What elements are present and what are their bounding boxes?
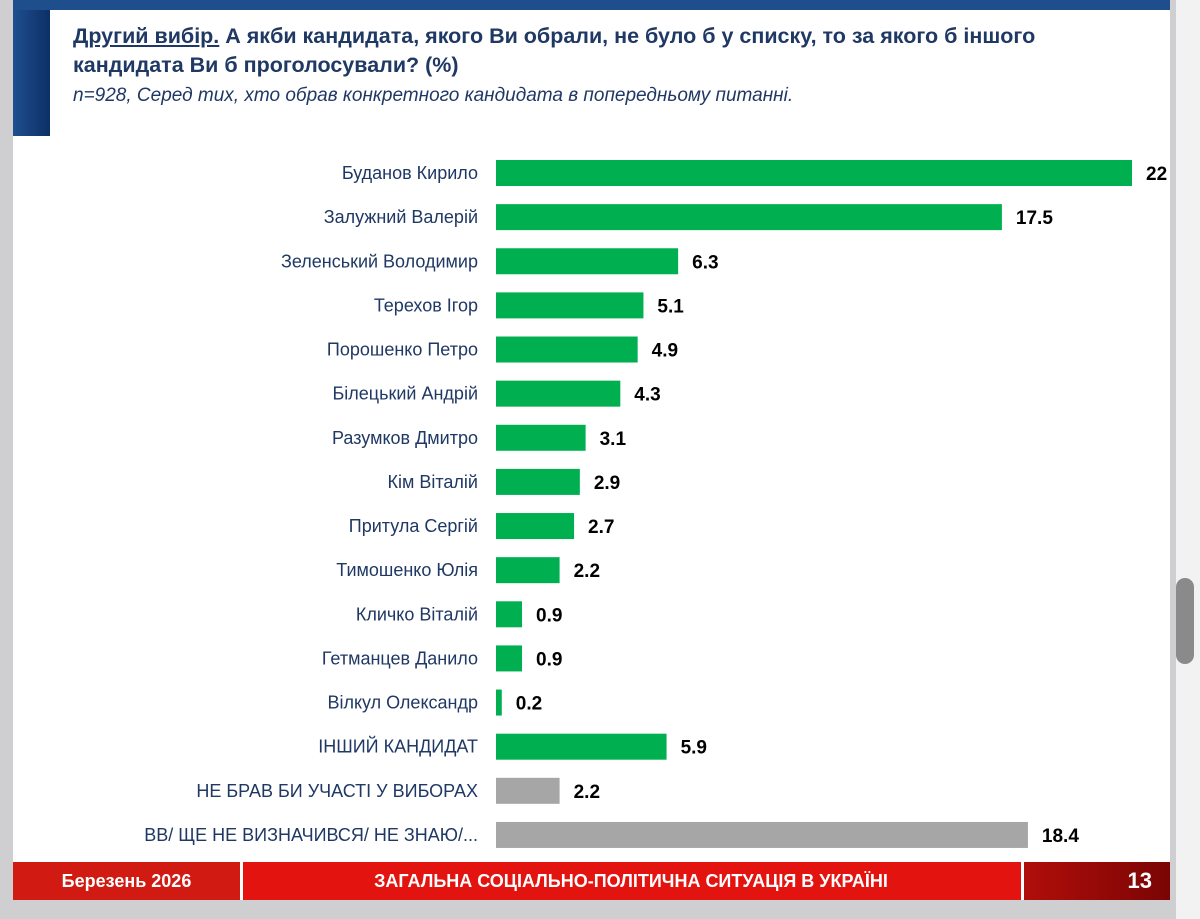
footer-date: Березень 2026 [13, 862, 243, 900]
value-label: 5.1 [657, 296, 684, 317]
value-label: 4.3 [634, 385, 660, 406]
bar [496, 380, 621, 407]
bar-chart: Буданов Кирило 22 Залужний Валерій 17.5 Зеле… [144, 160, 1167, 848]
bar [496, 689, 502, 716]
value-label: 0.9 [536, 649, 562, 670]
value-label: 2.2 [574, 561, 600, 582]
bar [496, 645, 523, 672]
bar [496, 777, 560, 804]
category-label: ІНШИЙ КАНДИДАТ [318, 736, 478, 757]
footer: Березень 2026 ЗАГАЛЬНА СОЦІАЛЬНО-ПОЛІТИЧ… [13, 862, 1170, 900]
value-label: 2.2 [574, 782, 600, 803]
bar [496, 160, 1132, 186]
bar [496, 513, 575, 540]
value-label: 0.2 [516, 694, 542, 715]
category-label: Кличко Віталій [356, 604, 478, 624]
category-label: Порошенко Петро [327, 340, 478, 360]
value-label: 22 [1146, 164, 1167, 185]
value-label: 5.9 [681, 738, 707, 759]
sample-note: n=928, Серед тих, хто обрав конкретного … [73, 85, 794, 106]
category-label: ВВ/ ЩЕ НЕ ВИЗНАЧИВСЯ/ НЕ ЗНАЮ/... [144, 825, 478, 845]
bar [496, 733, 667, 760]
bar [496, 292, 644, 319]
value-label: 17.5 [1016, 208, 1053, 229]
top-rule [13, 0, 1170, 10]
value-label: 0.9 [536, 605, 562, 626]
bar [496, 336, 638, 363]
category-label: Тимошенко Юлія [336, 560, 478, 580]
category-label: НЕ БРАВ БИ УЧАСТІ У ВИБОРАХ [196, 781, 478, 801]
value-label: 2.7 [588, 517, 614, 538]
category-label: Залужний Валерій [324, 207, 478, 227]
page-number: 13 [1021, 862, 1170, 900]
bar [496, 601, 523, 628]
category-label: Кім Віталій [388, 472, 478, 492]
title-question: А якби кандидата, якого Ви обрали, не бу… [73, 24, 1036, 77]
value-label: 2.9 [594, 473, 620, 494]
footer-title: ЗАГАЛЬНА СОЦІАЛЬНО-ПОЛІТИЧНА СИТУАЦІЯ В … [374, 870, 888, 891]
bar [496, 468, 580, 495]
value-label: 18.4 [1042, 826, 1079, 847]
title-lead: Другий вибір. [73, 24, 220, 48]
category-label: Буданов Кирило [342, 163, 478, 183]
side-accent [13, 10, 50, 136]
category-label: Притула Сергій [349, 516, 478, 536]
slide: Другий вибір. А якби кандидата, якого Ви… [13, 0, 1170, 900]
category-label: Гетманцев Данило [322, 648, 478, 668]
bar [496, 204, 1002, 231]
category-label: Вілкул Олександр [327, 693, 478, 713]
bar [496, 821, 1028, 848]
bar [496, 557, 560, 584]
value-label: 3.1 [600, 429, 627, 450]
category-label: Білецький Андрій [332, 384, 478, 404]
bar [496, 424, 586, 451]
category-label: Зеленський Володимир [281, 251, 478, 271]
category-label: Терехов Ігор [374, 295, 478, 315]
page-title: Другий вибір. А якби кандидата, якого Ви… [73, 22, 1133, 80]
value-label: 4.9 [652, 341, 678, 362]
bar [496, 248, 679, 275]
scrollbar-thumb[interactable] [1176, 578, 1194, 664]
value-label: 6.3 [692, 252, 718, 273]
scrollbar-track[interactable] [1176, 0, 1200, 919]
category-label: Разумков Дмитро [332, 428, 478, 448]
